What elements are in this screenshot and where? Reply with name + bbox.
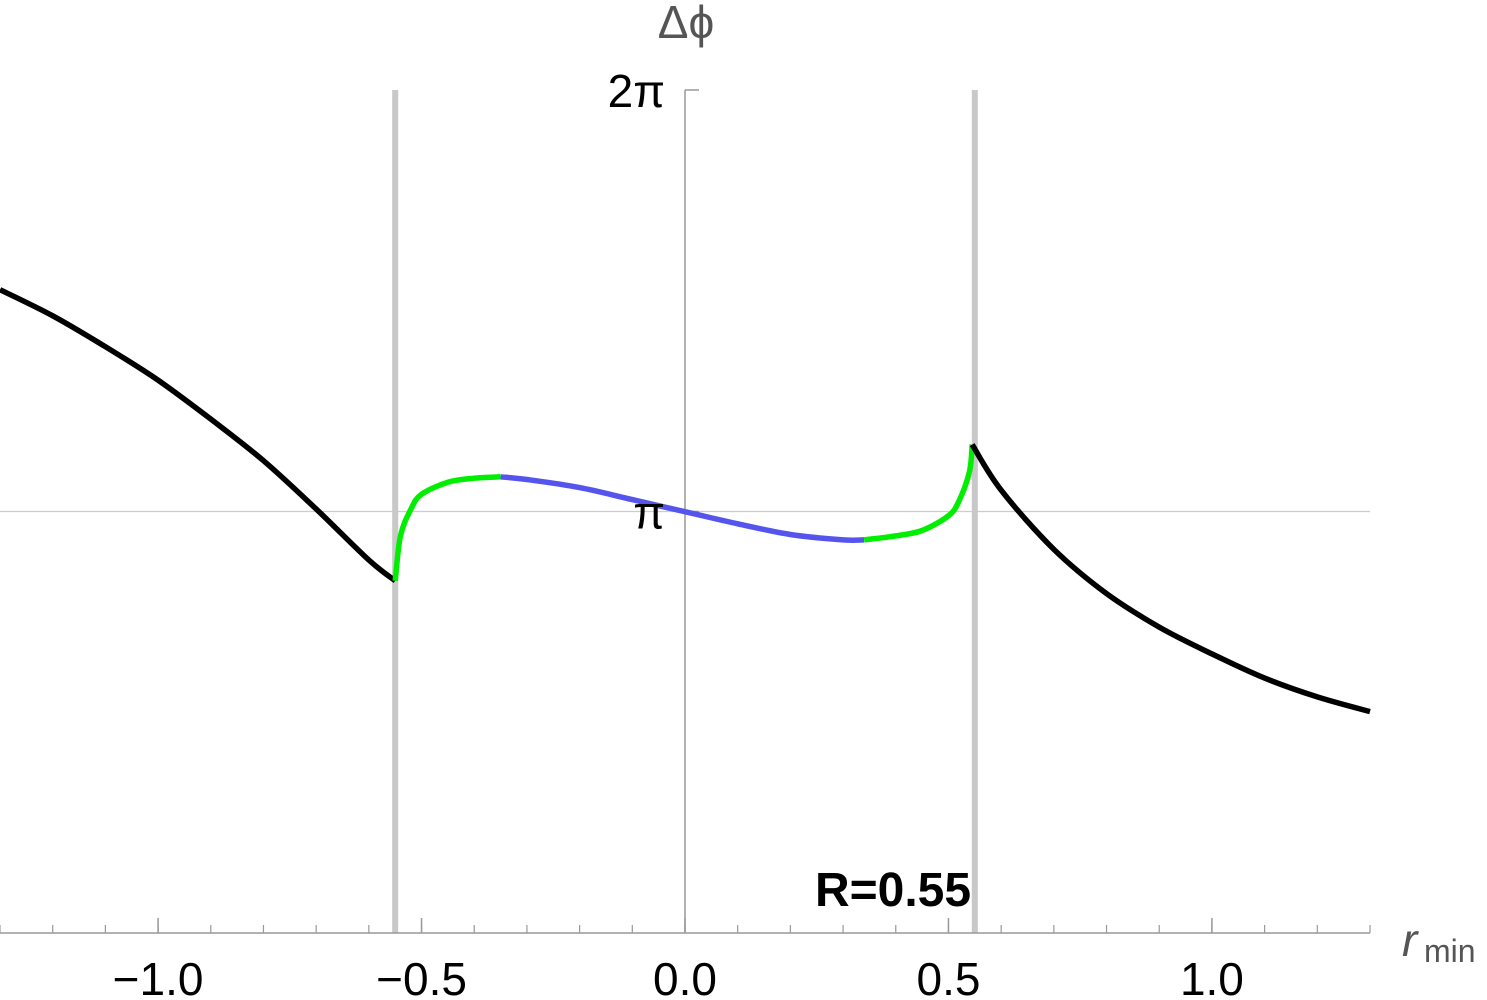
x-axis-label: r [1402,914,1419,966]
x-tick-label: 0.0 [653,953,717,1000]
x-tick-label: 0.5 [916,953,980,1000]
x-tick-label: 1.0 [1180,953,1244,1000]
series-line-outer [969,443,1371,715]
x-tick-label: −1.0 [113,953,204,1000]
tick-labels: −1.0 −0.5 0.0 0.5 1.0 π 2π [113,65,1244,1000]
y-axis-label: Δϕ [658,0,715,48]
x-tick-label: −0.5 [376,953,467,1000]
y-tick-label: 2π [608,65,665,117]
x-axis-label-subscript: min [1424,933,1476,969]
y-tick-label: π [633,487,665,539]
series-group [0,287,1371,715]
series-line-outer [0,287,397,583]
series-line-transition [392,474,501,582]
annotation-label: R=0.55 [815,864,971,917]
series-line-inner [500,474,865,544]
series-line-transition [863,444,975,543]
